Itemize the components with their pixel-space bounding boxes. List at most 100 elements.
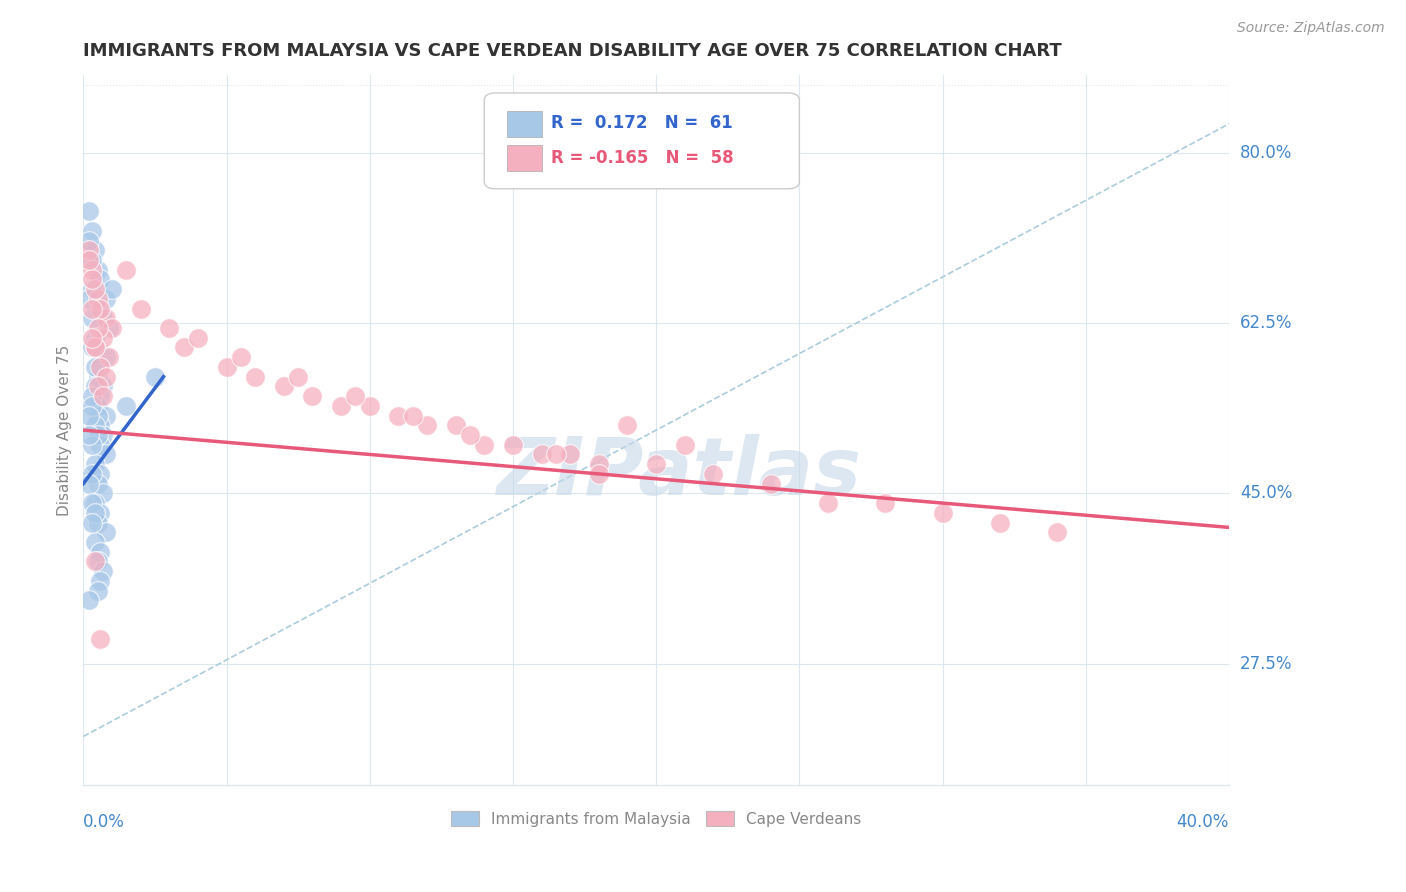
Point bbox=[91, 428, 114, 442]
Point bbox=[86, 321, 108, 335]
Point bbox=[215, 359, 238, 374]
Point bbox=[330, 399, 353, 413]
Point bbox=[115, 399, 138, 413]
Point bbox=[77, 204, 100, 219]
Point bbox=[89, 301, 111, 316]
Point bbox=[502, 438, 524, 452]
Point bbox=[89, 389, 111, 403]
Point bbox=[86, 262, 108, 277]
Point bbox=[80, 301, 103, 316]
Point bbox=[83, 341, 105, 355]
Point bbox=[702, 467, 724, 481]
Point bbox=[83, 457, 105, 471]
Point bbox=[988, 516, 1011, 530]
Point bbox=[416, 418, 439, 433]
Point bbox=[83, 379, 105, 393]
Point bbox=[96, 369, 118, 384]
Point bbox=[931, 506, 953, 520]
Point bbox=[86, 428, 108, 442]
Point bbox=[77, 476, 100, 491]
Point bbox=[458, 428, 481, 442]
Point bbox=[83, 282, 105, 296]
Point bbox=[89, 359, 111, 374]
Point bbox=[86, 379, 108, 393]
Point bbox=[143, 369, 166, 384]
FancyBboxPatch shape bbox=[484, 93, 800, 189]
Text: 40.0%: 40.0% bbox=[1177, 814, 1229, 831]
Point bbox=[80, 341, 103, 355]
Point bbox=[83, 506, 105, 520]
Point bbox=[96, 447, 118, 461]
Legend: Immigrants from Malaysia, Cape Verdeans: Immigrants from Malaysia, Cape Verdeans bbox=[444, 803, 869, 834]
Point bbox=[89, 418, 111, 433]
Point bbox=[588, 457, 610, 471]
Point bbox=[98, 321, 121, 335]
Text: 62.5%: 62.5% bbox=[1240, 314, 1292, 332]
Point bbox=[89, 545, 111, 559]
Point bbox=[530, 447, 553, 461]
Point bbox=[80, 311, 103, 326]
Point bbox=[83, 535, 105, 549]
Point bbox=[101, 321, 124, 335]
Point bbox=[287, 369, 309, 384]
Point bbox=[472, 438, 495, 452]
Point bbox=[301, 389, 323, 403]
Point bbox=[80, 331, 103, 345]
Point bbox=[86, 409, 108, 423]
Point bbox=[80, 389, 103, 403]
Point bbox=[89, 467, 111, 481]
Point bbox=[98, 350, 121, 364]
FancyBboxPatch shape bbox=[508, 145, 541, 171]
Point bbox=[560, 447, 582, 461]
Point bbox=[96, 292, 118, 306]
Point bbox=[83, 341, 105, 355]
Point bbox=[673, 438, 696, 452]
Point bbox=[91, 331, 114, 345]
Point bbox=[91, 486, 114, 500]
Point bbox=[115, 262, 138, 277]
Point bbox=[77, 244, 100, 258]
Point bbox=[80, 438, 103, 452]
Y-axis label: Disability Age Over 75: Disability Age Over 75 bbox=[58, 344, 72, 516]
Point bbox=[243, 369, 266, 384]
Point bbox=[83, 244, 105, 258]
Point bbox=[402, 409, 425, 423]
Point bbox=[77, 234, 100, 248]
Point bbox=[89, 438, 111, 452]
Point bbox=[80, 262, 103, 277]
Point bbox=[91, 311, 114, 326]
Point bbox=[77, 428, 100, 442]
Point bbox=[80, 252, 103, 267]
Text: IMMIGRANTS FROM MALAYSIA VS CAPE VERDEAN DISABILITY AGE OVER 75 CORRELATION CHAR: IMMIGRANTS FROM MALAYSIA VS CAPE VERDEAN… bbox=[83, 42, 1062, 60]
Point bbox=[83, 418, 105, 433]
Point bbox=[80, 516, 103, 530]
Point bbox=[86, 516, 108, 530]
Point bbox=[86, 399, 108, 413]
Point bbox=[89, 506, 111, 520]
Point bbox=[91, 379, 114, 393]
Point bbox=[1046, 525, 1069, 540]
Point bbox=[96, 311, 118, 326]
Point bbox=[544, 447, 567, 461]
Point bbox=[89, 272, 111, 286]
Point bbox=[77, 593, 100, 607]
Point bbox=[83, 496, 105, 510]
Point bbox=[588, 467, 610, 481]
Point bbox=[173, 341, 195, 355]
Text: ZIPatlas: ZIPatlas bbox=[496, 434, 862, 512]
Point bbox=[86, 292, 108, 306]
Point bbox=[616, 418, 638, 433]
Point bbox=[187, 331, 209, 345]
Point bbox=[77, 292, 100, 306]
Point bbox=[80, 282, 103, 296]
Point bbox=[86, 583, 108, 598]
Point bbox=[273, 379, 295, 393]
Point bbox=[129, 301, 152, 316]
Text: Source: ZipAtlas.com: Source: ZipAtlas.com bbox=[1237, 21, 1385, 35]
Point bbox=[96, 409, 118, 423]
Point bbox=[344, 389, 367, 403]
Point bbox=[444, 418, 467, 433]
FancyBboxPatch shape bbox=[508, 112, 541, 137]
Text: R =  0.172   N =  61: R = 0.172 N = 61 bbox=[551, 114, 733, 133]
Point bbox=[645, 457, 668, 471]
